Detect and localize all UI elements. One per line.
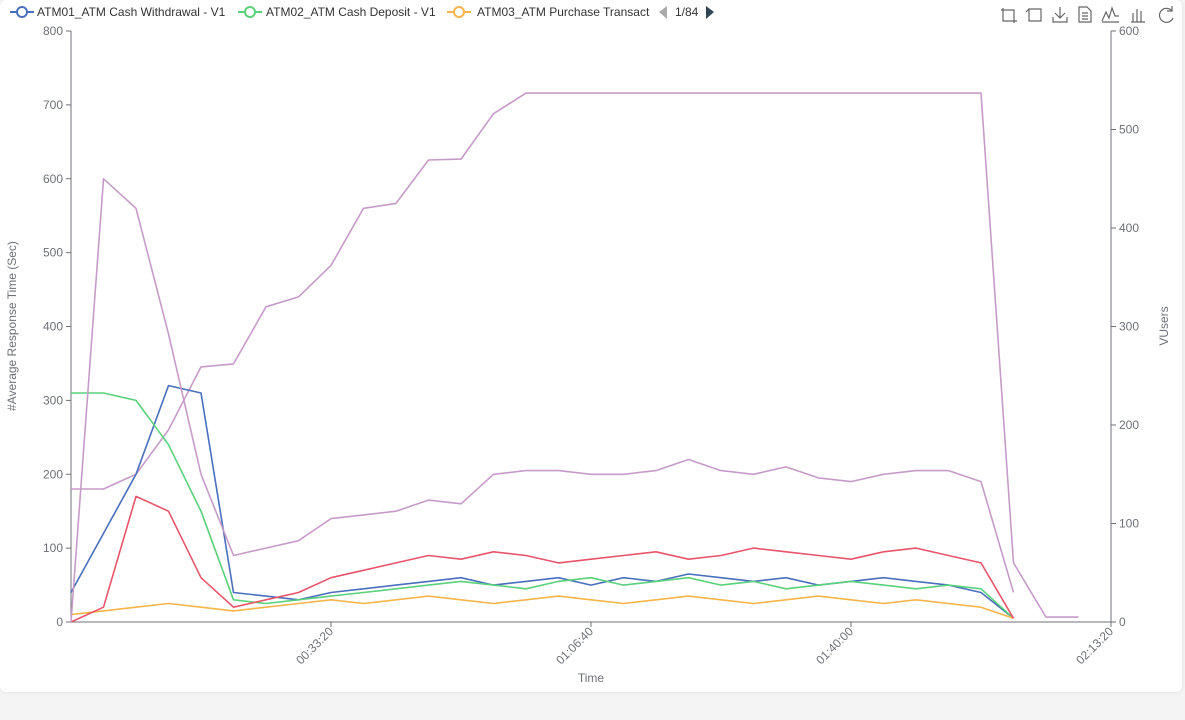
tool-download[interactable]: [1052, 7, 1068, 23]
tool-line[interactable]: [1101, 6, 1119, 23]
y2-tick-label: 300: [1119, 320, 1139, 334]
legend-icon: [453, 6, 465, 18]
x-axis-title: Time: [578, 671, 605, 685]
legend-next[interactable]: [706, 6, 714, 19]
y-tick-label: 100: [43, 541, 63, 555]
legend: ATM01_ATM Cash Withdrawal - V1 ATM02_ATM…: [10, 5, 714, 19]
series-line: [70, 384, 1014, 619]
tool-bar[interactable]: [1131, 9, 1145, 23]
y2-tick-label: 600: [1119, 24, 1139, 38]
legend-prev[interactable]: [659, 6, 667, 19]
series-line: [71, 392, 1015, 619]
toolbox: [1001, 6, 1174, 23]
legend-item[interactable]: ATM01_ATM Cash Withdrawal - V1: [10, 5, 226, 19]
y-axis-title: #Average Response Time (Sec): [5, 241, 19, 411]
x-tick-label: 02:13:20: [1073, 624, 1116, 667]
legend-icon: [244, 6, 256, 18]
y-tick-label: 400: [43, 320, 63, 334]
legend-page: 1/84: [675, 5, 699, 19]
chart-card: ATM01_ATM Cash Withdrawal - V1 ATM02_ATM…: [0, 0, 1182, 692]
series-line: [70, 495, 1015, 623]
y-tick-label: 700: [43, 98, 63, 112]
tool-zoom-reset[interactable]: [1025, 8, 1042, 22]
series-line: [71, 92, 1079, 618]
x-tick-label: 00:33:20: [293, 624, 336, 667]
legend-label: ATM03_ATM Purchase Transact: [477, 5, 650, 19]
y-tick-label: 0: [56, 615, 63, 629]
tool-zoom[interactable]: [1001, 8, 1017, 23]
tool-data-view[interactable]: [1078, 6, 1092, 23]
legend-label: ATM02_ATM Cash Deposit - V1: [266, 5, 436, 19]
y2-tick-label: 400: [1119, 221, 1139, 235]
series-line: [70, 178, 1015, 623]
y-tick-label: 800: [43, 24, 63, 38]
chart: ATM01_ATM Cash Withdrawal - V1 ATM02_ATM…: [5, 5, 1174, 685]
legend-label: ATM01_ATM Cash Withdrawal - V1: [37, 5, 226, 19]
y-tick-label: 600: [43, 172, 63, 186]
legend-item[interactable]: ATM03_ATM Purchase Transact: [447, 5, 650, 19]
y2-tick-label: 500: [1119, 123, 1139, 137]
series-line: [70, 595, 1014, 620]
legend-item[interactable]: ATM02_ATM Cash Deposit - V1: [238, 5, 436, 19]
y2-tick-label: 0: [1119, 615, 1126, 629]
x-tick-label: 01:06:40: [553, 624, 596, 667]
legend-icon: [16, 6, 28, 18]
x-tick-label: 01:40:00: [813, 624, 856, 667]
y2-tick-label: 100: [1119, 517, 1139, 531]
y2-tick-label: 200: [1119, 418, 1139, 432]
y-tick-label: 500: [43, 246, 63, 260]
y2-axis-title: VUsers: [1157, 306, 1171, 345]
y-tick-label: 300: [43, 393, 63, 407]
tool-restore[interactable]: [1158, 6, 1174, 23]
y-tick-label: 200: [43, 467, 63, 481]
